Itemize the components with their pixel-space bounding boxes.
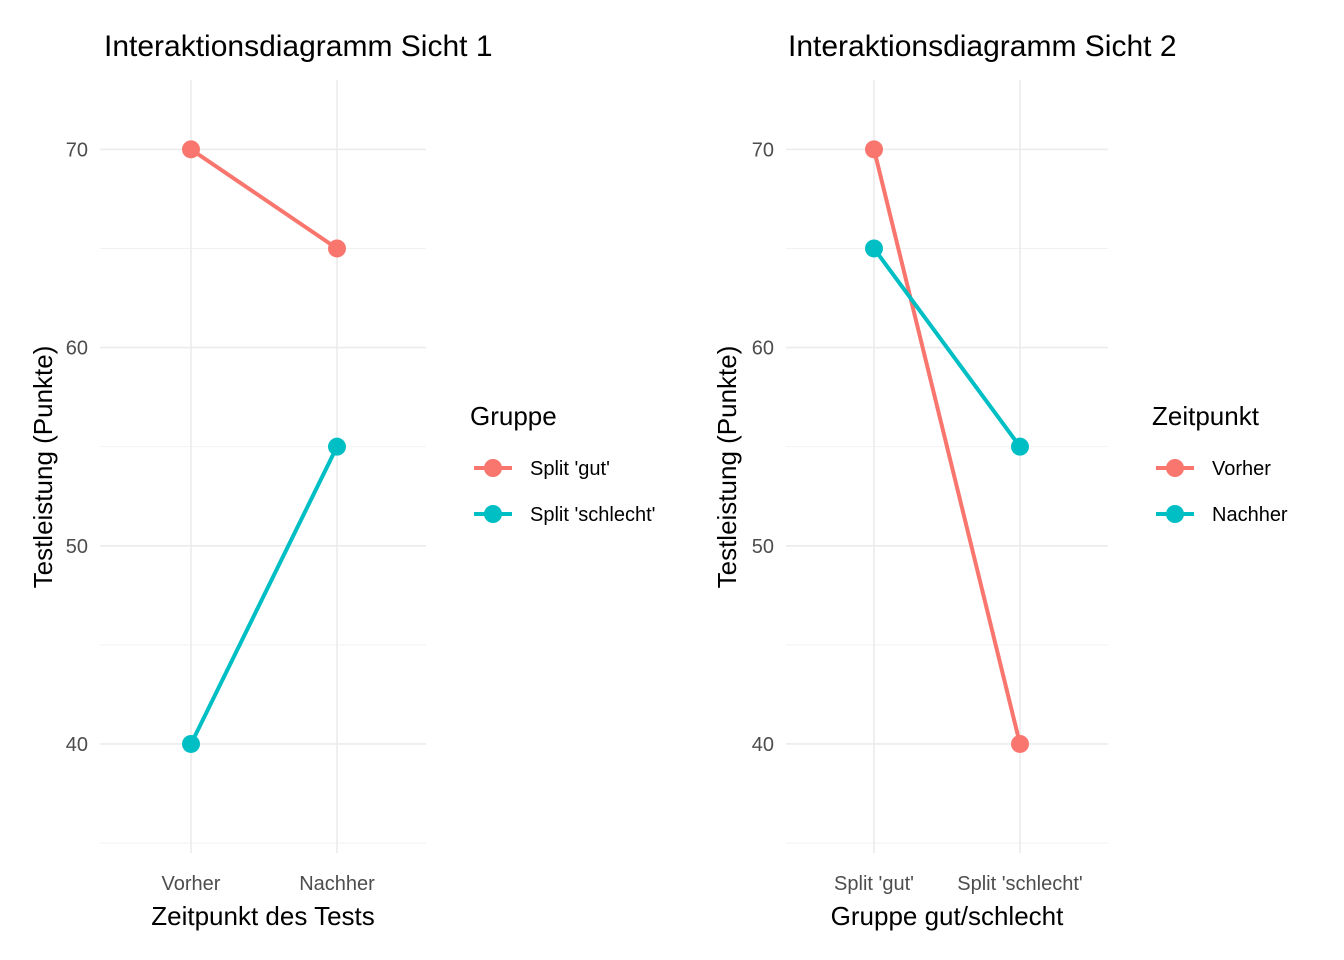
x-axis-title: Gruppe gut/schlecht <box>831 901 1064 931</box>
tick-labels: 40 50 60 70 Vorher Nachher <box>66 139 375 895</box>
grid-lines <box>786 80 1108 853</box>
grid-lines <box>100 80 426 853</box>
y-tick-label: 50 <box>66 536 88 558</box>
y-tick-label: 70 <box>752 139 774 161</box>
series-line <box>189 147 339 251</box>
chart-title: Interaktionsdiagramm Sicht 2 <box>788 30 1177 63</box>
legend-label: Vorher <box>1212 458 1271 480</box>
y-tick-label: 70 <box>66 139 88 161</box>
tick-labels: 40 50 60 70 Split 'gut' Split 'schlecht' <box>752 139 1083 895</box>
series-2 <box>865 239 1029 456</box>
legend-title: Gruppe <box>470 401 557 431</box>
legend-label: Nachher <box>1212 504 1288 526</box>
legend-item: Split 'gut' <box>474 458 610 480</box>
legend-key-point <box>1166 505 1184 523</box>
legend-label: Split 'gut' <box>530 458 610 480</box>
chart-title: Interaktionsdiagramm Sicht 1 <box>104 30 493 63</box>
y-tick-label: 50 <box>752 536 774 558</box>
series-line <box>872 148 1022 745</box>
legend-items: Split 'gut' Split 'schlecht' <box>474 458 655 526</box>
legend-key-point <box>1166 459 1184 477</box>
legend-title: Zeitpunkt <box>1152 401 1260 431</box>
y-axis-title: Testleistung (Punkte) <box>28 346 58 589</box>
legend-items: Vorher Nachher <box>1156 458 1288 526</box>
data-point <box>328 239 346 258</box>
series-1 <box>182 140 346 258</box>
data-point <box>1011 437 1029 456</box>
data-point <box>865 140 883 159</box>
legend-item: Vorher <box>1156 458 1271 480</box>
y-tick-label: 60 <box>752 338 774 360</box>
legend-item: Nachher <box>1156 504 1288 526</box>
y-tick-label: 40 <box>66 734 88 756</box>
chart-panel-1: 40 50 60 70 Vorher Nachher Interaktionsdiagra… <box>28 30 655 931</box>
x-tick-label: Vorher <box>162 873 221 895</box>
series-2 <box>182 437 346 753</box>
legend: Zeitpunkt Vorher Nachher <box>1152 401 1288 526</box>
y-axis-title: Testleistung (Punkte) <box>712 346 742 589</box>
chart-panel-2: 40 50 60 70 Split 'gut' Split 'schlecht' Inte… <box>712 30 1288 931</box>
series-line <box>189 445 339 745</box>
series-layer <box>182 140 346 753</box>
data-point <box>182 140 200 159</box>
legend-item: Split 'schlecht' <box>474 504 655 526</box>
data-point <box>328 437 346 456</box>
y-tick-label: 40 <box>752 734 774 756</box>
legend: Gruppe Split 'gut' Split 'schlecht' <box>470 401 655 526</box>
data-point <box>182 734 200 753</box>
series-1 <box>865 140 1029 753</box>
legend-key-point <box>484 505 502 523</box>
data-point <box>1011 734 1029 753</box>
x-tick-label: Split 'gut' <box>834 873 914 895</box>
data-point <box>865 239 883 258</box>
legend-key-point <box>484 459 502 477</box>
series-line <box>872 247 1022 448</box>
legend-label: Split 'schlecht' <box>530 504 655 526</box>
x-axis-title: Zeitpunkt des Tests <box>151 901 375 931</box>
x-tick-label: Split 'schlecht' <box>957 873 1082 895</box>
y-tick-label: 60 <box>66 338 88 360</box>
series-layer <box>865 140 1029 753</box>
x-tick-label: Nachher <box>299 873 375 895</box>
